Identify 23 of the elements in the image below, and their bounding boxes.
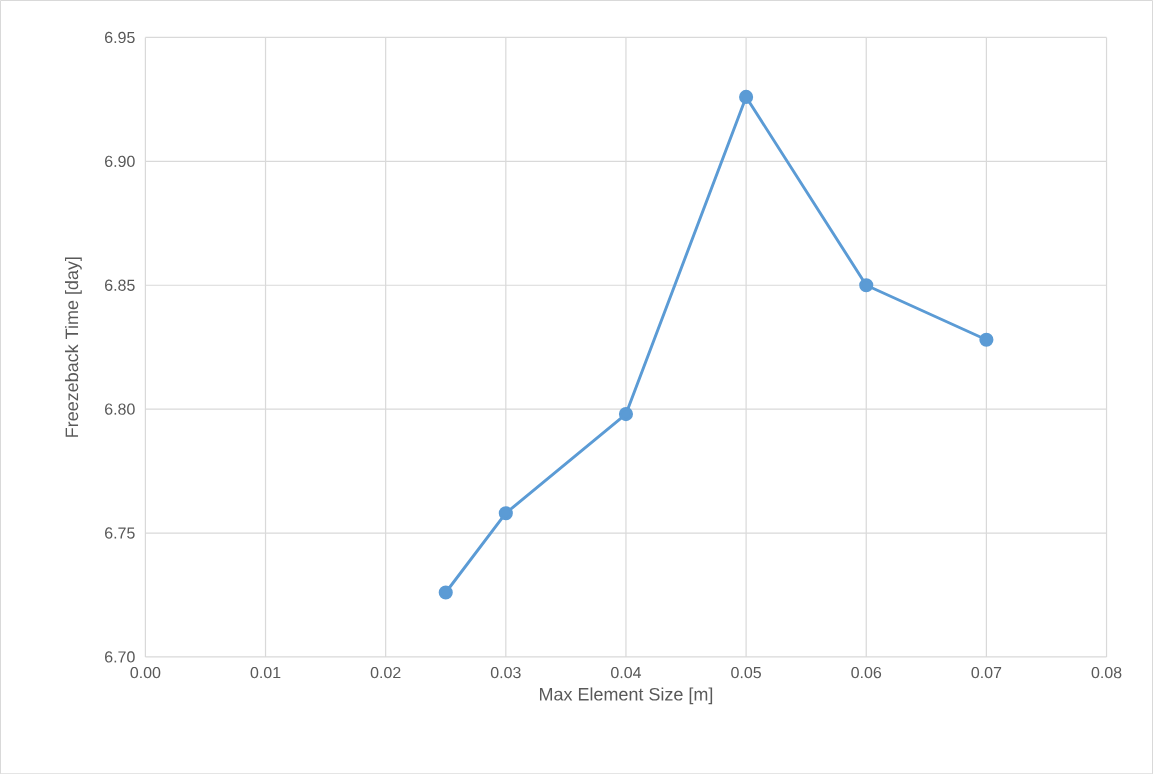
y-tick-label: 6.80 [105, 403, 135, 415]
y-tick-label: 6.75 [105, 527, 135, 539]
x-tick-label: 0.03 [490, 666, 521, 679]
x-tick-label: 0.04 [611, 666, 642, 679]
y-tick-label: 6.85 [105, 279, 135, 291]
point [979, 332, 994, 347]
point [618, 406, 634, 421]
point [739, 89, 754, 104]
x-axis-title: Max Element Size [m] [539, 687, 713, 705]
x-tick-label: 0.02 [370, 666, 401, 679]
x-tick-label: 0.01 [250, 666, 281, 679]
y-axis-title: Freezeback Time [day] [65, 257, 82, 437]
x-tick-label: 0.07 [971, 666, 1002, 679]
y-tick-label: 6.90 [105, 155, 135, 167]
x-tick-label: 0.06 [851, 666, 882, 679]
x-tick-label: 0.08 [1091, 666, 1122, 679]
point [859, 278, 874, 293]
y-tick-label: 6.95 [105, 31, 135, 43]
point [498, 505, 513, 521]
y-tick-label: 6.70 [105, 651, 135, 663]
point [438, 585, 453, 600]
x-tick-label: 0.00 [130, 666, 161, 679]
x-tick-label: 0.05 [731, 666, 761, 679]
